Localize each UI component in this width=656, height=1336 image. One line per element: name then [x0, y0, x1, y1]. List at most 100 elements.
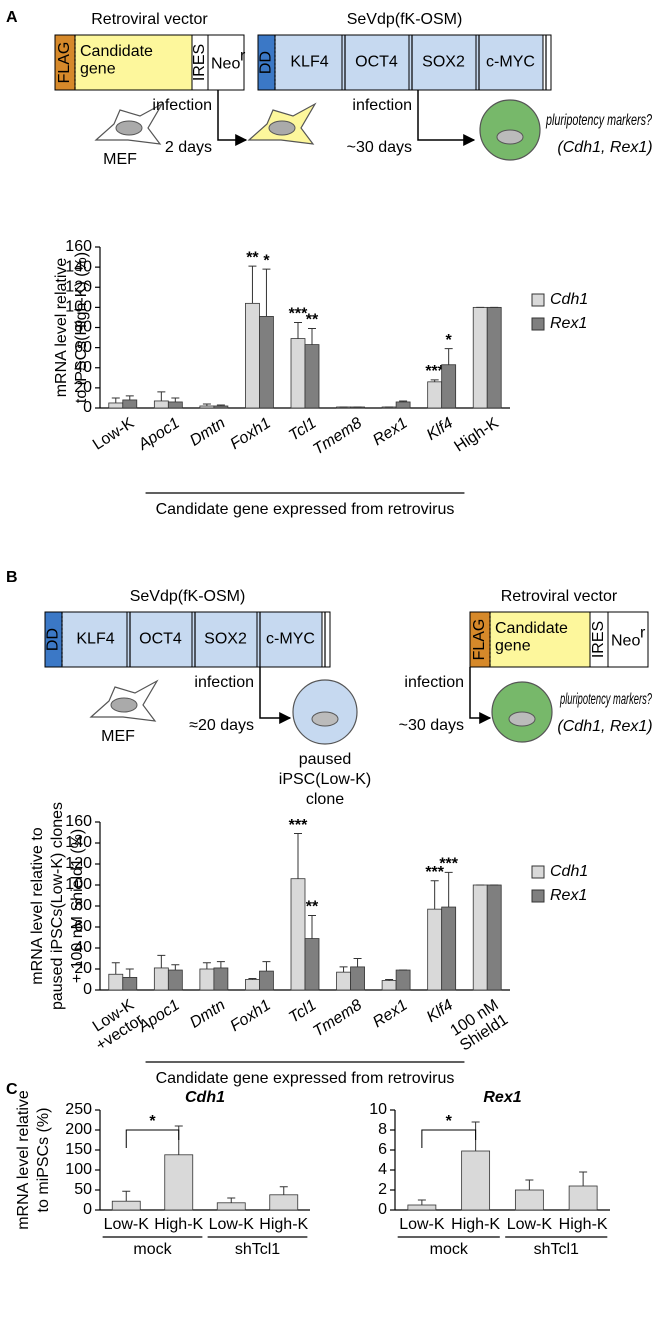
nucleus	[115, 120, 143, 136]
y-axis-label: paused iPSCs(Low-K) clones	[49, 802, 66, 1010]
bar	[568, 1185, 598, 1211]
significance-label: ***	[425, 363, 444, 380]
infection-arrow	[217, 90, 248, 146]
factor-label: c-MYC	[266, 631, 315, 648]
step-time: ≈20 days	[189, 717, 254, 734]
readout: (Cdh1, Rex1)	[557, 718, 652, 735]
nucleus	[268, 120, 296, 136]
factor-label: SOX2	[422, 54, 465, 71]
panel-label: A	[6, 9, 18, 26]
factor-label: OCT4	[355, 54, 398, 71]
error-bar	[171, 397, 180, 402]
bar	[486, 884, 502, 991]
nucleus	[311, 711, 339, 727]
error-bar	[227, 1197, 236, 1203]
error-bar	[262, 961, 271, 972]
error-bar	[157, 954, 166, 968]
ires-label: IRES	[590, 621, 607, 658]
y-tick-label: 20	[74, 960, 92, 977]
vector-title: Retroviral vector	[91, 11, 208, 28]
y-tick-label: 100	[65, 876, 92, 893]
bar	[153, 967, 169, 991]
bar	[269, 1194, 299, 1211]
y-axis-label: mRNA level relative	[15, 1090, 32, 1230]
error-bar	[579, 1171, 588, 1186]
neo-block	[607, 611, 649, 668]
error-bar	[444, 871, 453, 908]
readout: pluripotency markers?	[559, 691, 652, 708]
y-tick-label: 250	[65, 1101, 92, 1118]
text-line: Candidate	[495, 620, 568, 637]
cell-label: clone	[306, 791, 344, 808]
error-bar	[430, 880, 439, 910]
step-label: infection	[404, 674, 464, 691]
text-line: gene	[495, 638, 531, 655]
significance-label: *	[263, 252, 270, 269]
nucleus	[496, 129, 524, 145]
factor-block	[475, 34, 544, 91]
error-bar	[444, 348, 453, 365]
error-bar	[525, 1179, 534, 1190]
legend-label: Cdh1	[550, 291, 588, 308]
y-tick-label: 100	[65, 1161, 92, 1178]
x-tick-label: Low-K	[507, 1216, 553, 1233]
bar	[259, 970, 274, 991]
bar	[167, 969, 183, 991]
error-bar	[430, 379, 439, 382]
bar	[395, 401, 411, 409]
error-bar	[385, 979, 394, 981]
significance-bracket	[125, 1129, 180, 1148]
x-tick-label: High-K	[259, 1216, 308, 1233]
error-bar	[308, 914, 316, 939]
y-tick-label: 40	[74, 359, 92, 376]
y-tick-label: 6	[378, 1141, 387, 1158]
y-tick-label: 20	[74, 379, 92, 396]
bar	[514, 1189, 544, 1211]
factor-label: OCT4	[139, 631, 182, 648]
step-label: infection	[152, 97, 212, 114]
y-tick-label: 200	[65, 1121, 92, 1138]
bar	[153, 400, 169, 409]
y-tick-label: 8	[378, 1121, 387, 1138]
panel-label: B	[6, 569, 18, 586]
bar	[486, 306, 502, 409]
y-tick-label: 0	[83, 981, 92, 998]
error-bar	[399, 400, 408, 402]
error-bar	[248, 977, 257, 980]
significance-label: **	[246, 249, 259, 266]
flag-label: FLAG	[56, 42, 73, 84]
y-tick-label: 80	[74, 897, 92, 914]
bar	[111, 1200, 141, 1211]
x-axis-label: Candidate gene expressed from retrovirus	[156, 501, 455, 518]
sevdp-title: SeVdp(fK-OSM)	[347, 11, 463, 28]
y-tick-label: 150	[65, 1141, 92, 1158]
bar	[213, 405, 229, 409]
significance-label: *	[149, 1113, 156, 1130]
error-bar	[202, 403, 211, 406]
bar	[381, 980, 397, 991]
nucleus	[110, 697, 138, 713]
bar	[441, 906, 457, 991]
gene-block	[74, 34, 193, 91]
bar	[304, 344, 320, 409]
y-tick-label: 160	[65, 238, 92, 255]
error-bar	[308, 328, 316, 345]
error-bar	[111, 962, 120, 975]
bar	[167, 401, 183, 409]
error-bar	[122, 1190, 131, 1202]
error-bar	[339, 966, 348, 973]
readout: (Cdh1, Rex1)	[557, 139, 652, 156]
y-tick-label: 60	[74, 918, 92, 935]
bar	[304, 938, 320, 991]
neo-label: Neo	[211, 56, 240, 73]
bar	[259, 316, 274, 409]
error-bar	[262, 268, 271, 317]
y-tick-label: 120	[65, 278, 92, 295]
step-label: infection	[194, 674, 254, 691]
step-time: ~30 days	[399, 717, 464, 734]
significance-label: **	[306, 899, 319, 916]
y-tick-label: 0	[83, 399, 92, 416]
gene-label: Candidate gene	[80, 43, 153, 78]
